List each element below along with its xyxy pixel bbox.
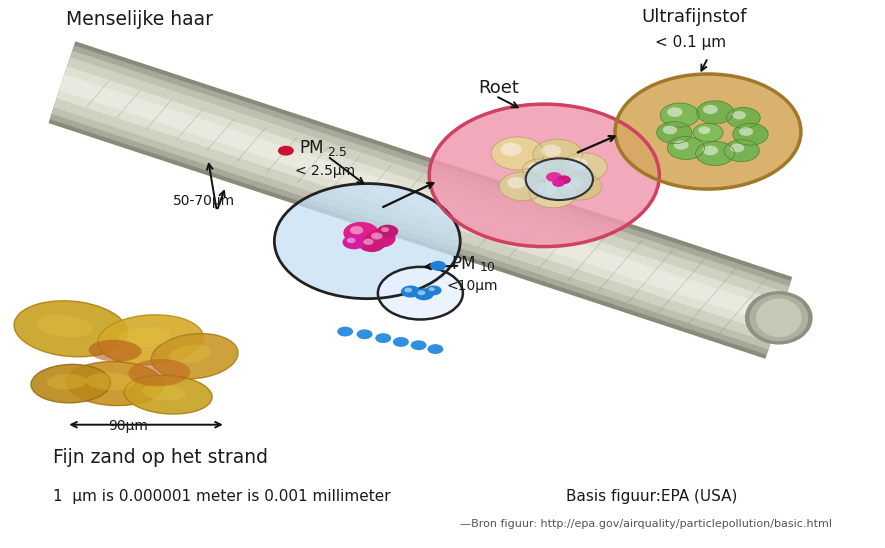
Text: Basis figuur:EPA (USA): Basis figuur:EPA (USA) — [566, 489, 738, 504]
Circle shape — [491, 137, 544, 170]
Ellipse shape — [88, 340, 142, 362]
Circle shape — [660, 103, 699, 127]
Ellipse shape — [97, 315, 204, 365]
Circle shape — [375, 333, 391, 343]
Circle shape — [739, 127, 753, 136]
Text: —Bron figuur: http://epa.gov/airquality/particlepollution/basic.html: —Bron figuur: http://epa.gov/airquality/… — [460, 519, 832, 529]
Text: PM: PM — [299, 139, 324, 157]
Text: Menselijke haar: Menselijke haar — [66, 10, 213, 28]
Circle shape — [727, 107, 760, 128]
Circle shape — [733, 123, 768, 145]
Circle shape — [401, 286, 420, 298]
Ellipse shape — [119, 327, 172, 347]
Ellipse shape — [128, 359, 190, 386]
Circle shape — [673, 140, 689, 150]
Circle shape — [615, 74, 801, 189]
Ellipse shape — [47, 374, 87, 390]
Circle shape — [350, 226, 364, 235]
Circle shape — [278, 146, 294, 156]
Circle shape — [357, 329, 373, 339]
Circle shape — [371, 232, 382, 239]
Circle shape — [404, 288, 412, 293]
Circle shape — [696, 141, 735, 165]
Text: 2.5: 2.5 — [327, 146, 347, 159]
Circle shape — [696, 101, 734, 124]
Circle shape — [657, 122, 692, 144]
Ellipse shape — [37, 315, 93, 338]
Circle shape — [667, 107, 682, 117]
Circle shape — [343, 222, 379, 244]
Ellipse shape — [124, 375, 212, 414]
Ellipse shape — [142, 385, 186, 401]
Text: 50-70μm: 50-70μm — [173, 195, 235, 208]
Circle shape — [526, 158, 593, 200]
Ellipse shape — [757, 299, 801, 336]
Text: < 2.5μm: < 2.5μm — [295, 164, 355, 178]
Circle shape — [546, 172, 562, 182]
Circle shape — [411, 340, 427, 350]
Circle shape — [358, 236, 385, 252]
Circle shape — [733, 111, 746, 119]
Circle shape — [528, 163, 543, 172]
Circle shape — [274, 184, 460, 299]
Circle shape — [663, 125, 677, 134]
Ellipse shape — [86, 373, 135, 390]
Text: 1  μm is 0.000001 meter is 0.001 millimeter: 1 μm is 0.000001 meter is 0.001 millimet… — [53, 489, 390, 504]
Ellipse shape — [169, 345, 212, 363]
Circle shape — [537, 183, 557, 195]
Circle shape — [724, 140, 759, 162]
Circle shape — [730, 144, 744, 152]
Ellipse shape — [750, 295, 807, 340]
Ellipse shape — [66, 362, 164, 406]
Circle shape — [501, 142, 522, 156]
Circle shape — [428, 287, 435, 291]
Circle shape — [429, 104, 659, 247]
Circle shape — [414, 288, 434, 300]
Circle shape — [366, 229, 396, 248]
Circle shape — [430, 261, 446, 271]
Circle shape — [529, 178, 577, 208]
Circle shape — [337, 327, 353, 336]
Circle shape — [569, 158, 588, 169]
Circle shape — [347, 238, 356, 243]
Circle shape — [703, 146, 718, 155]
Circle shape — [557, 175, 571, 184]
Text: 90μm: 90μm — [108, 419, 149, 433]
Circle shape — [566, 178, 583, 189]
Ellipse shape — [151, 334, 238, 379]
Circle shape — [342, 235, 366, 249]
Ellipse shape — [745, 292, 812, 344]
Circle shape — [561, 153, 607, 181]
Circle shape — [427, 344, 443, 354]
Text: Roet: Roet — [478, 79, 519, 97]
Circle shape — [381, 227, 389, 232]
Circle shape — [418, 290, 426, 295]
Text: < 0.1 μm: < 0.1 μm — [655, 35, 726, 49]
Text: PM: PM — [451, 254, 476, 272]
Ellipse shape — [14, 301, 127, 357]
Circle shape — [667, 136, 704, 159]
Ellipse shape — [31, 364, 111, 403]
Circle shape — [558, 173, 602, 200]
Circle shape — [693, 123, 723, 142]
Circle shape — [499, 172, 545, 201]
Circle shape — [542, 145, 561, 157]
Circle shape — [703, 105, 718, 114]
Circle shape — [377, 225, 398, 238]
Text: 10: 10 — [480, 261, 496, 274]
Circle shape — [522, 159, 558, 181]
Circle shape — [393, 337, 409, 347]
Circle shape — [426, 286, 442, 295]
Text: Ultrafijnstof: Ultrafijnstof — [642, 8, 747, 26]
Text: Fijn zand op het strand: Fijn zand op het strand — [53, 448, 268, 467]
Circle shape — [378, 267, 463, 319]
Circle shape — [507, 177, 526, 189]
Circle shape — [533, 139, 582, 170]
Text: <10μm: <10μm — [447, 279, 498, 293]
Circle shape — [698, 127, 711, 134]
Circle shape — [552, 179, 565, 187]
Circle shape — [364, 239, 373, 245]
